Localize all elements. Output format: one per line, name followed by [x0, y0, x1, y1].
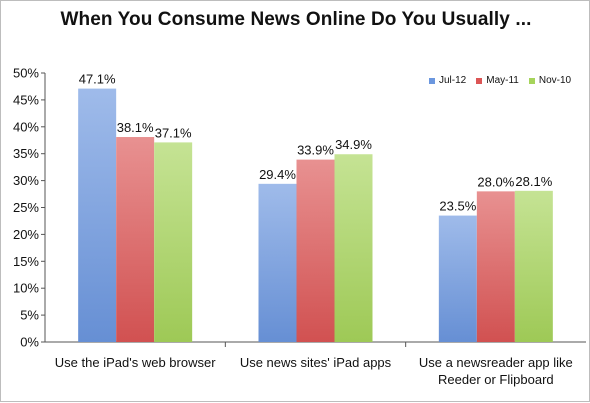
y-tick-label: 30% [13, 173, 39, 188]
legend-swatch [429, 77, 435, 84]
bar-may-11-2 [476, 191, 515, 342]
legend-label: Nov-10 [538, 75, 572, 86]
bar-nov-10-2 [514, 190, 553, 342]
data-label: 38.1% [117, 120, 154, 135]
y-tick-label: 15% [13, 254, 39, 269]
legend-item: Nov-10 [528, 75, 572, 86]
legend-item: Jul-12 [429, 75, 466, 86]
y-tick-label: 45% [13, 92, 39, 107]
x-category-label: Use news sites' iPad apps [240, 355, 392, 370]
bar-nov-10-0 [154, 142, 193, 342]
legend-label: May-11 [486, 75, 519, 86]
chart-title: When You Consume News Online Do You Usua… [60, 9, 532, 30]
data-label: 47.1% [79, 72, 116, 87]
legend-swatch [528, 77, 535, 84]
y-tick-label: 20% [13, 227, 39, 242]
bar-may-11-0 [116, 137, 155, 342]
data-label: 37.1% [155, 125, 192, 140]
data-label: 29.4% [259, 167, 296, 182]
x-category-label: Use the iPad's web browser [55, 355, 216, 370]
bar-jul-12-1 [258, 183, 297, 342]
bar-nov-10-1 [334, 154, 373, 342]
y-tick-label: 25% [13, 200, 39, 215]
data-label: 28.1% [515, 174, 552, 189]
data-label: 28.0% [477, 174, 514, 189]
legend-label: Jul-12 [439, 75, 467, 86]
y-tick-label: 0% [20, 335, 39, 350]
y-tick-label: 5% [20, 308, 39, 323]
data-label: 33.9% [297, 143, 334, 158]
bar-jul-12-0 [78, 88, 117, 343]
legend-swatch [476, 77, 483, 84]
y-tick-label: 40% [13, 119, 39, 134]
bar-may-11-1 [296, 159, 335, 342]
x-category-label: Reeder or Flipboard [438, 372, 554, 387]
data-label: 23.5% [439, 199, 476, 214]
bar-jul-12-2 [438, 215, 477, 342]
data-label: 34.9% [335, 137, 372, 152]
legend: Jul-12 May-11 Nov-10 [429, 75, 571, 86]
y-tick-label: 50% [13, 66, 39, 81]
y-tick-label: 10% [13, 281, 39, 296]
legend-item: May-11 [476, 75, 519, 86]
y-tick-label: 35% [13, 146, 39, 161]
x-category-label: Use a newsreader app like [419, 355, 573, 370]
